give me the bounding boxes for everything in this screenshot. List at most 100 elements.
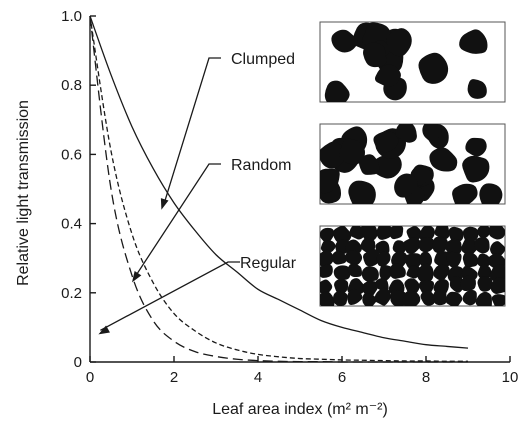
leaf-shape (417, 263, 434, 283)
callout-random: Random (132, 157, 291, 283)
leaf-shape (467, 79, 487, 99)
leaf-shape (333, 265, 351, 281)
callout-clumped: Clumped (160, 51, 295, 210)
leaf-shape (389, 263, 406, 279)
leaf-shape (362, 280, 378, 297)
series-callouts: Clumped Random Regular (98, 51, 297, 335)
inset-leaves (320, 124, 503, 204)
leaf-shape (390, 289, 407, 306)
leaf-shape (449, 276, 464, 293)
leaf-shape (348, 180, 376, 204)
leaf-shape (362, 293, 377, 306)
leaf-shape (479, 183, 503, 204)
leaf-shape (347, 288, 363, 305)
leaf-shape (392, 240, 406, 255)
leaf-shape (395, 124, 417, 143)
axes: 0 2 4 6 8 10 0 0.2 0.4 0.6 0.8 1.0 (61, 8, 518, 386)
inset-leaves (324, 22, 488, 102)
leaf-shape (375, 278, 389, 292)
leaf-shape (477, 226, 491, 239)
y-tick-label: 0.8 (61, 77, 82, 94)
inset-random-canopy (319, 123, 506, 205)
leaf-shape (432, 289, 447, 306)
leaf-shape (432, 236, 448, 254)
leaf-shape (359, 154, 380, 175)
leaf-shape (403, 237, 422, 254)
x-tick-label: 2 (170, 369, 178, 386)
leaf-shape (320, 291, 335, 306)
leaf-shape (363, 42, 387, 68)
leaf-shape (331, 250, 347, 265)
leaf-shape (363, 248, 380, 267)
leaf-shape (320, 279, 333, 295)
leaf-shape (389, 226, 404, 240)
leaf-shape (418, 237, 436, 253)
leaf-shape (406, 226, 422, 241)
leaf-shape (419, 251, 433, 268)
leaf-shape (320, 141, 346, 169)
leaf-shape (420, 290, 435, 306)
leaf-shape (345, 250, 363, 266)
leaf-shape (452, 183, 478, 204)
leaf-shape (331, 29, 358, 53)
leaf-shape (373, 131, 399, 153)
series-label-clumped: Clumped (231, 51, 295, 68)
leaf-shape (404, 278, 420, 295)
leaf-shape (465, 137, 487, 157)
x-tick-label: 4 (254, 369, 262, 386)
leaf-shape (462, 155, 490, 183)
series-line-clumped (89, 15, 469, 349)
leaf-shape (360, 226, 378, 242)
leaf-shape (434, 226, 450, 240)
leaf-shape (338, 138, 366, 165)
leaf-shape (444, 238, 462, 255)
leaf-shape (376, 226, 393, 240)
arrowhead (98, 325, 110, 335)
leaf-shape (332, 291, 348, 306)
inset-leaves (320, 226, 505, 306)
leaf-shape (433, 264, 450, 281)
leaf-shape (477, 264, 492, 279)
canopy-insets (319, 21, 506, 307)
leaf-shape (445, 291, 463, 306)
leaf-shape (448, 226, 464, 243)
leaf-shape (406, 265, 421, 279)
leaf-shape (320, 168, 340, 194)
leaf-shape (320, 264, 333, 278)
leaf-shape (475, 291, 492, 306)
callout-line (162, 57, 221, 206)
leaf-shape (347, 263, 363, 278)
leaf-shape (372, 155, 402, 179)
x-tick-label: 10 (502, 369, 519, 386)
leaf-shape (429, 147, 458, 172)
y-tick-label: 0 (74, 354, 82, 371)
arrowhead (132, 271, 142, 283)
leaf-shape (361, 266, 379, 282)
leaf-shape (394, 173, 418, 198)
leaf-shape (490, 277, 505, 294)
leaf-shape (462, 289, 477, 306)
x-tick-label: 8 (422, 369, 430, 386)
y-tick-label: 0.2 (61, 285, 82, 302)
leaf-shape (477, 253, 492, 269)
leaf-shape (488, 226, 505, 240)
callout-line (133, 163, 221, 279)
leaf-shape (320, 227, 335, 244)
y-axis-title: Relative light transmission (15, 100, 32, 286)
y-tick-label: 1.0 (61, 8, 82, 25)
x-tick-label: 6 (338, 369, 346, 386)
leaf-shape (404, 253, 422, 270)
leaf-shape (334, 279, 349, 295)
series-line-random (89, 15, 469, 362)
y-tick-label: 0.6 (61, 146, 82, 163)
leaf-shape (477, 276, 493, 292)
inset-regular-canopy (319, 225, 506, 307)
leaf-shape (320, 240, 336, 253)
leaf-shape (418, 52, 449, 84)
y-tick-label: 0.4 (61, 216, 82, 233)
leaf-shape (402, 290, 421, 306)
inset-clumped-canopy (319, 21, 506, 103)
leaf-shape (459, 29, 488, 54)
leaf-shape (446, 251, 462, 268)
callout-regular: Regular (98, 255, 297, 335)
